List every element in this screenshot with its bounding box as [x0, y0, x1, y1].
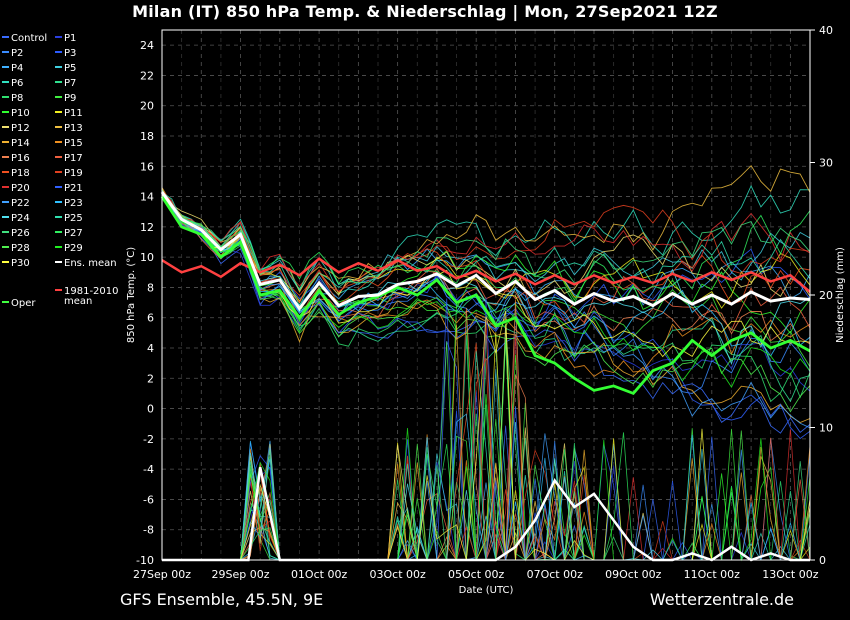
footer-site-label: Wetterzentrale.de: [649, 590, 794, 609]
y-tick-label: 10: [140, 251, 154, 264]
legend-label: P10: [11, 108, 30, 119]
y2-tick-label: 40: [819, 24, 833, 37]
legend-label: P15: [64, 138, 83, 149]
x-tick-label: 09Oct 00z: [605, 568, 662, 581]
legend-label: Ens. mean: [64, 258, 117, 269]
legend-label: P19: [64, 168, 83, 179]
legend-label: P21: [64, 183, 83, 194]
y2-axis-label: Niederschlag (mm): [835, 247, 846, 343]
y-tick-label: 22: [140, 69, 154, 82]
y-tick-label: 16: [140, 160, 154, 173]
y-tick-label: -2: [143, 433, 154, 446]
legend-label: P6: [11, 78, 23, 89]
legend-label: P25: [64, 213, 83, 224]
series-lines: [160, 164, 811, 562]
y-tick-label: -6: [143, 493, 154, 506]
legend-label: P16: [11, 153, 30, 164]
y-tick-label: 18: [140, 130, 154, 143]
x-tick-label: 01Oct 00z: [291, 568, 348, 581]
x-tick-label: 11Oct 00z: [684, 568, 741, 581]
x-tick-label: 13Oct 00z: [762, 568, 819, 581]
legend-label: 1981-2010: [64, 286, 119, 297]
member-temp-line: [161, 164, 811, 293]
y-tick-label: 14: [140, 191, 154, 204]
legend-label: P23: [64, 198, 83, 209]
legend-label: P8: [11, 93, 23, 104]
legend-label: P30: [11, 258, 30, 269]
x-tick-label: 03Oct 00z: [369, 568, 426, 581]
y2-tick-label: 10: [819, 422, 833, 435]
y-tick-label: 20: [140, 100, 154, 113]
member-temp-line: [161, 191, 811, 308]
member-temp-line: [161, 188, 811, 304]
legend-label: P17: [64, 153, 83, 164]
legend-label: mean: [64, 296, 92, 307]
x-tick-label: 27Sep 00z: [133, 568, 191, 581]
legend-label: P7: [64, 78, 76, 89]
y-tick-label: 4: [147, 342, 154, 355]
legend-label: Control: [11, 33, 47, 44]
legend-label: P28: [11, 243, 30, 254]
chart-title: Milan (IT) 850 hPa Temp. & Niederschlag …: [132, 2, 718, 21]
legend-label: P1: [64, 33, 76, 44]
member-precip-line: [162, 332, 811, 561]
y-tick-label: -8: [143, 524, 154, 537]
legend-label: P12: [11, 123, 30, 134]
legend-label: P29: [64, 243, 83, 254]
x-tick-label: 07Oct 00z: [527, 568, 584, 581]
y2-tick-label: 20: [819, 289, 833, 302]
legend-label: P26: [11, 228, 30, 239]
legend-label: P3: [64, 48, 76, 59]
legend-label: P22: [11, 198, 30, 209]
legend-label: Oper: [11, 298, 36, 309]
y-tick-label: 2: [147, 372, 154, 385]
y2-tick-label: 0: [819, 554, 826, 567]
member-temp-line: [161, 187, 811, 335]
y-tick-label: 8: [147, 281, 154, 294]
legend-label: P13: [64, 123, 83, 134]
ens-mean-line: [160, 191, 811, 312]
y-tick-label: 24: [140, 39, 154, 52]
y-tick-label: -4: [143, 463, 154, 476]
member-temp-line: [161, 189, 811, 305]
legend: Control P1 P2 P3 P4 P5 P6 P7 P8 P9 P10 P11 P12 P13 P14…: [2, 33, 119, 309]
legend-label: P14: [11, 138, 30, 149]
y-tick-label: 0: [147, 403, 154, 416]
legend-label: P18: [11, 168, 30, 179]
footer-model-label: GFS Ensemble, 45.5N, 9E: [120, 590, 324, 609]
y-tick-label: 12: [140, 221, 154, 234]
y-tick-label: -10: [136, 554, 154, 567]
legend-label: P11: [64, 108, 83, 119]
y-tick-label: 6: [147, 312, 154, 325]
legend-label: P2: [11, 48, 23, 59]
legend-label: P9: [64, 93, 76, 104]
legend-label: P24: [11, 213, 30, 224]
y-axis-label: 850 hPa Temp. (°C): [126, 247, 137, 343]
member-temp-line: [161, 189, 811, 293]
x-tick-label: 29Sep 00z: [212, 568, 270, 581]
legend-label: P27: [64, 228, 83, 239]
x-axis-label: Date (UTC): [459, 585, 514, 596]
climate-mean-line: [161, 257, 811, 293]
x-tick-label: 05Oct 00z: [448, 568, 505, 581]
legend-label: P4: [11, 63, 23, 74]
member-temp-line: [161, 195, 811, 306]
legend-label: P20: [11, 183, 30, 194]
oper-line: [160, 195, 811, 396]
y2-tick-label: 30: [819, 157, 833, 170]
legend-label: P5: [64, 63, 76, 74]
axes: 242220181614121086420-2-4-6-8-1040302010…: [126, 24, 846, 596]
